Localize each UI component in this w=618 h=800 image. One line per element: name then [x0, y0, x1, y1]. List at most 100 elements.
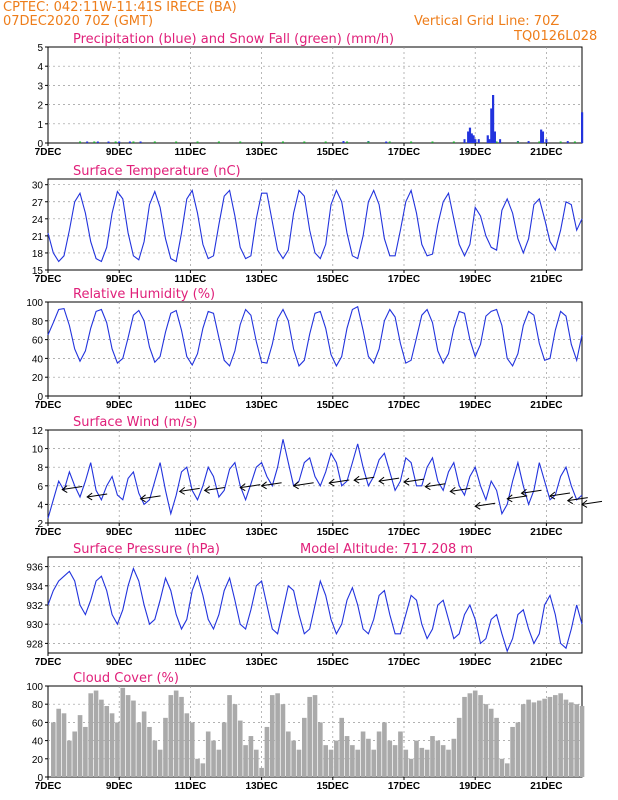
- precip-bar: [540, 129, 543, 143]
- y-tick-label: 20: [32, 373, 44, 384]
- plot-frame: [47, 429, 583, 524]
- plot-frame: [47, 178, 583, 271]
- x-tick-label: 15DEC: [317, 527, 349, 538]
- x-tick-label: 7DEC: [35, 274, 62, 285]
- precip-bar: [463, 139, 466, 143]
- y-tick-label: 80: [32, 317, 44, 328]
- cloud-bar: [253, 749, 259, 777]
- precip-bar: [499, 139, 502, 143]
- x-tick-label: 11DEC: [175, 527, 207, 538]
- x-tick-label: 21DEC: [530, 400, 562, 411]
- precip-bar: [139, 141, 142, 143]
- cloud-bar: [227, 695, 232, 777]
- wind-vector: [581, 500, 603, 505]
- cloud-bar: [542, 698, 547, 777]
- cloud-bar: [243, 745, 248, 777]
- x-tick-label: 21DEC: [530, 274, 562, 285]
- cloud-bar: [179, 696, 184, 777]
- x-tick-label: 7DEC: [35, 657, 62, 668]
- cloud-bar: [510, 726, 515, 777]
- x-tick-label: 11DEC: [175, 400, 207, 411]
- wind-arrowhead: [520, 488, 527, 497]
- panel-3: 2 4 6 8 10 12 7DEC 9DEC 11DEC 13DEC 15DEC 17DEC 19DE…: [32, 415, 603, 538]
- cloud-bar: [355, 749, 361, 777]
- wind-arrowhead: [581, 500, 588, 508]
- wind-arrowhead: [506, 494, 513, 503]
- precip-bar: [260, 141, 263, 143]
- x-tick-label: 7DEC: [35, 147, 62, 158]
- cloud-bar: [334, 740, 339, 777]
- cloud-bar: [248, 736, 254, 777]
- cloud-bar: [77, 715, 83, 777]
- wind-vector: [403, 478, 425, 483]
- cloud-bar: [339, 717, 345, 777]
- header-grid-label: Vertical Grid Line: 70Z: [414, 14, 559, 29]
- panel-0: 0 1 2 3 4 5 7DEC 9DEC 11DEC 13DEC 15DEC 17DEC 19DEC 2…: [35, 32, 584, 158]
- cloud-bar: [285, 731, 291, 777]
- precip-bar: [468, 127, 472, 143]
- cloud-bar: [323, 745, 328, 777]
- x-tick-label: 17DEC: [388, 274, 420, 285]
- precip-bar: [486, 135, 489, 143]
- cloud-bar: [552, 695, 558, 777]
- precip-bar: [488, 139, 491, 143]
- cloud-bar: [307, 696, 312, 777]
- precip-bar: [93, 141, 96, 143]
- cloud-bar: [184, 713, 190, 777]
- wind-arrowhead: [424, 482, 431, 491]
- x-tick-label: 15DEC: [317, 400, 349, 411]
- cloud-bar: [312, 695, 318, 777]
- precip-bar: [217, 141, 220, 143]
- cloud-bar: [531, 702, 537, 777]
- cloud-bar: [499, 758, 505, 777]
- x-tick-label: 11DEC: [175, 274, 207, 285]
- cloud-bar: [392, 745, 398, 777]
- wind-vector: [179, 487, 200, 492]
- precip-bar: [196, 141, 199, 143]
- cloud-bar: [195, 758, 200, 777]
- cloud-bar: [147, 726, 152, 777]
- cloud-bar: [173, 690, 179, 777]
- wind-vector: [329, 479, 350, 484]
- x-tick-label: 21DEC: [530, 527, 562, 538]
- wind-arrowhead: [474, 501, 481, 510]
- wind-vector: [475, 502, 496, 507]
- cloud-bar: [574, 704, 579, 777]
- precip-bar: [324, 141, 327, 143]
- y-tick-label: 6: [37, 482, 43, 493]
- precip-bar: [470, 133, 473, 143]
- y-tick-label: 4: [37, 62, 43, 73]
- y-tick-label: 932: [26, 601, 43, 612]
- y-tick-label: 40: [32, 354, 44, 365]
- cloud-bar: [168, 695, 174, 777]
- x-tick-label: 19DEC: [459, 657, 491, 668]
- cloud-bar: [382, 722, 387, 777]
- cloud-bar: [211, 740, 216, 777]
- cloud-bar: [371, 749, 377, 777]
- x-tick-label: 17DEC: [388, 527, 420, 538]
- wind-vector: [293, 482, 314, 487]
- cloud-bar: [302, 717, 307, 777]
- wind-arrowhead: [566, 496, 574, 505]
- x-tick-label: 9DEC: [106, 657, 133, 668]
- y-tick-label: 930: [26, 620, 43, 631]
- x-tick-label: 7DEC: [35, 400, 62, 411]
- panel-title: Surface Temperature (nC): [73, 164, 241, 179]
- precip-bar: [516, 141, 519, 143]
- cloud-bar: [419, 747, 425, 777]
- y-tick-label: 40: [32, 737, 44, 748]
- wind-arrowhead: [403, 477, 410, 486]
- x-tick-label: 11DEC: [175, 657, 207, 668]
- cloud-bar: [467, 693, 473, 777]
- y-tick-label: 934: [26, 582, 43, 593]
- y-tick-label: 0: [37, 773, 43, 784]
- cloud-bar: [430, 736, 435, 777]
- precip-bar: [86, 141, 89, 143]
- precip-bar: [388, 141, 391, 143]
- wind-vector: [450, 487, 471, 492]
- y-tick-label: 2: [37, 101, 43, 112]
- x-tick-label: 21DEC: [530, 781, 562, 792]
- cloud-bar: [435, 740, 441, 777]
- x-tick-label: 19DEC: [459, 781, 491, 792]
